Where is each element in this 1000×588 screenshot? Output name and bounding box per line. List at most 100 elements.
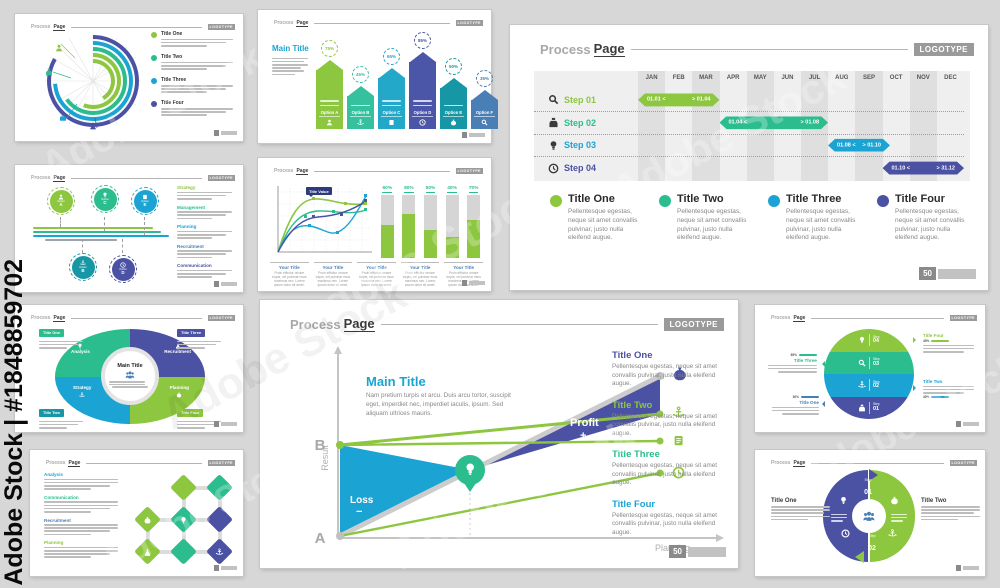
- header-rule: [71, 177, 202, 179]
- band-step-02: Step 02: [824, 374, 914, 397]
- center-circle: [852, 499, 886, 533]
- option-label: Option A: [320, 110, 339, 115]
- bar-percent: 60%: [382, 186, 393, 193]
- legend-title: Title Three: [786, 193, 842, 205]
- legend-label: Title Three: [161, 77, 187, 84]
- main-title-block: Main Title Nam pretium turpis et arcu. D…: [366, 374, 524, 418]
- header-rule: [71, 317, 202, 319]
- step-name: Step 02: [564, 117, 597, 128]
- option-column: 85% Option D: [409, 32, 436, 129]
- cube: [170, 474, 197, 501]
- page-footer: 50: [919, 267, 976, 280]
- caption: Your Title Proin efficitur ornare turpis,…: [313, 262, 353, 288]
- profit-loss-chart: Result Planning B A Profit + Loss −: [315, 346, 724, 553]
- text-placeholder: [769, 406, 819, 415]
- header-rule: [811, 462, 944, 464]
- bar-column: 40%: [445, 186, 460, 258]
- list-title: Recruitment: [177, 243, 204, 249]
- svg-text:−: −: [356, 506, 362, 518]
- bar-column: 50%: [423, 186, 438, 258]
- team-icon: [863, 511, 875, 521]
- clock-icon: [548, 163, 559, 174]
- timeline-line: [45, 239, 117, 241]
- legend-item: Title Two Pellentesque egestas, neque si…: [659, 193, 754, 243]
- timeline-line: [33, 235, 169, 237]
- header-word-process: Process: [274, 20, 294, 26]
- option-column: 35% Option F: [471, 70, 498, 129]
- svg-text:B: B: [315, 437, 326, 454]
- list-item: Planning: [177, 224, 235, 239]
- bar-column: 80%: [402, 186, 417, 258]
- legend-title: Title Two: [677, 193, 724, 205]
- legend-title: Title Four: [895, 193, 945, 205]
- watermark-stock-id: Adobe Stock | #1848859702: [0, 259, 28, 586]
- caption: Your Title Proin efficitur ornare turpis,…: [400, 262, 440, 288]
- cube: [170, 538, 197, 565]
- logotype-badge: LOGOTYPE: [949, 315, 977, 321]
- corner-tab: Title Two: [39, 401, 85, 430]
- gantt-chart: JAN FEB MAR APR MAY JUN JUL AUG SEP OCT NOV DEC Ste…: [534, 71, 970, 181]
- text-placeholder: [177, 211, 235, 220]
- bar-tip: [316, 60, 343, 70]
- cycle-diagram: Step 01 Step 02: [823, 469, 915, 563]
- option-column: 75% Option A: [316, 40, 343, 129]
- value-callout: Title Value: [306, 187, 332, 197]
- text-placeholder: [109, 380, 151, 389]
- header-rule: [86, 462, 202, 464]
- gantt-row: Step 04 01.10 < > 31.12: [534, 156, 964, 179]
- bar-end-date: > 31.12: [936, 165, 955, 172]
- tab-title: Title Two: [39, 408, 64, 417]
- svg-text:Result: Result: [320, 445, 330, 471]
- text-placeholder: [161, 61, 237, 70]
- legend-dot: [768, 195, 780, 207]
- list-title: Planning: [177, 224, 197, 230]
- topic-list: Strategy Management Planning Recruitment…: [177, 185, 235, 283]
- logotype-badge: LOGOTYPE: [455, 168, 483, 174]
- cycle-arrowhead: [869, 469, 878, 481]
- option-circle: Option E: [131, 187, 159, 215]
- list-item: Recruitment: [44, 518, 122, 536]
- text-placeholder: [177, 250, 235, 259]
- text-placeholder: [39, 420, 85, 429]
- percent-badge: 35%: [476, 70, 493, 87]
- callout: 30% Title One: [769, 395, 819, 416]
- slide-header: Process Page LOGOTYPE: [274, 19, 483, 27]
- header-word-process: Process: [540, 41, 591, 57]
- bar-body: Option E: [440, 88, 467, 129]
- bar-percent: 70%: [468, 186, 479, 193]
- list-title: Planning: [44, 540, 64, 546]
- text-placeholder: [177, 420, 223, 429]
- bar-start-date: 01.01 <: [647, 96, 666, 103]
- text-placeholder: [765, 364, 817, 373]
- anchor-icon: [858, 381, 867, 389]
- money-icon: [144, 516, 151, 523]
- tab-title: Title Three: [177, 328, 206, 337]
- title-list: Title One Pellentesque egestas, neque si…: [612, 350, 728, 548]
- slide-header: Process Page LOGOTYPE: [274, 167, 483, 175]
- gantt-bar: 01.08 < > 01.10: [828, 139, 890, 152]
- gantt-bar: 01.01 < > 01.04: [638, 93, 720, 106]
- cube: [206, 538, 233, 565]
- header-word-process: Process: [31, 175, 51, 181]
- page-footer: 50: [669, 545, 726, 558]
- option-column: 50% Option E: [440, 58, 467, 129]
- legend-dot: [877, 195, 889, 207]
- percent-badge: 45%: [352, 66, 369, 83]
- list-title: Management: [177, 204, 206, 210]
- logotype-badge: LOGOTYPE: [455, 20, 483, 26]
- option-label: Option C: [382, 110, 401, 115]
- slide-header: Process Page LOGOTYPE: [290, 316, 724, 332]
- text-placeholder: [177, 230, 235, 239]
- text-placeholder: [923, 344, 977, 353]
- header-word-process: Process: [274, 168, 294, 174]
- topic-list: Analysis Communication Recruitment Plann…: [44, 472, 122, 563]
- text-placeholder: [161, 84, 237, 93]
- ink-icon: [46, 68, 52, 76]
- header-word-page: Page: [343, 316, 375, 332]
- page-number: 50: [919, 267, 936, 280]
- option-label: Option B: [351, 110, 370, 115]
- bar-tip: [378, 68, 405, 78]
- logotype-badge: LOGOTYPE: [207, 24, 235, 30]
- legend-label: Title Four: [161, 100, 184, 107]
- bulb-icon: [841, 496, 846, 505]
